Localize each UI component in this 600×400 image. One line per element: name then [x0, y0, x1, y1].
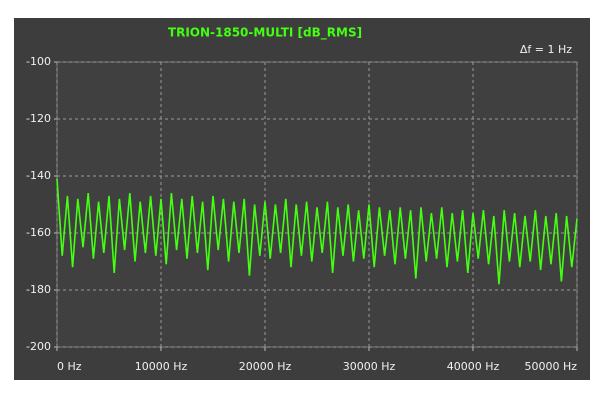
- chart-title: TRION-1850-MULTI [dB_RMS]: [168, 26, 362, 41]
- plot-area: [56, 61, 578, 348]
- x-tick-label: 30000 Hz: [343, 360, 396, 373]
- y-tick-label: -100: [26, 55, 51, 68]
- annotation: Δf = 1 Hz: [520, 43, 572, 56]
- x-tick-label: 50000 Hz: [524, 360, 577, 373]
- y-tick-label: -180: [26, 283, 51, 296]
- spectrum-line: [56, 178, 578, 285]
- x-tick-label: 10000 Hz: [135, 360, 188, 373]
- x-tick-label: 20000 Hz: [239, 360, 292, 373]
- y-tick-label: -200: [26, 340, 51, 353]
- y-tick-label: -160: [26, 226, 51, 239]
- y-tick-label: -140: [26, 169, 51, 182]
- x-tick-label: 0 Hz: [57, 360, 82, 373]
- y-tick-label: -120: [26, 112, 51, 125]
- x-tick-label: 40000 Hz: [447, 360, 500, 373]
